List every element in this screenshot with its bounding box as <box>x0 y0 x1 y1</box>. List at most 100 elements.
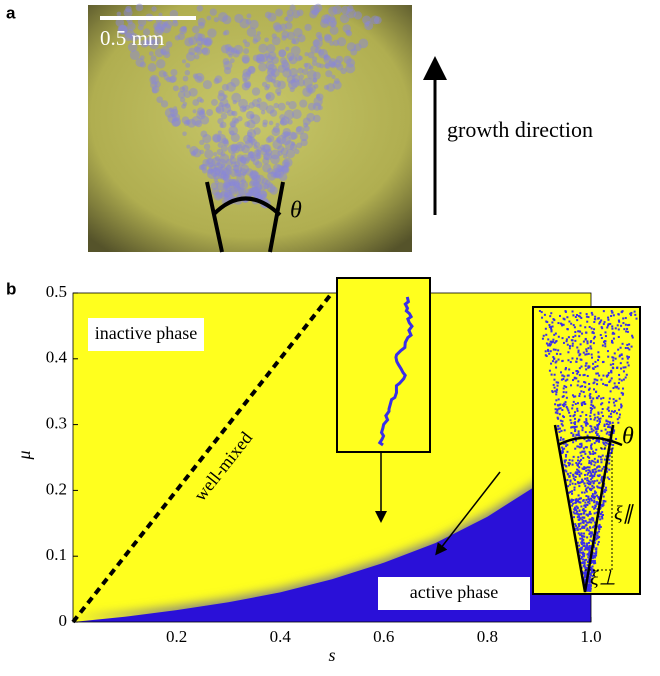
cone-cell <box>596 426 599 429</box>
cone-cell <box>584 326 587 329</box>
cell-cluster <box>251 87 261 96</box>
cone-cell <box>602 490 605 493</box>
cone-cell <box>575 509 578 512</box>
cell-cluster <box>196 5 204 12</box>
cell-cluster <box>285 46 290 52</box>
cell-cluster <box>153 22 161 30</box>
cell-cluster <box>226 82 236 92</box>
cone-cell <box>578 518 581 521</box>
cone-cell <box>577 459 580 462</box>
cell-cluster <box>318 49 325 56</box>
cone-cell <box>586 479 589 482</box>
cone-cell <box>579 385 582 388</box>
cone-cell <box>581 385 584 388</box>
cone-cell <box>585 424 588 427</box>
cone-cell <box>591 570 594 573</box>
cone-cell <box>613 410 616 413</box>
cone-cell <box>567 473 570 476</box>
cone-cell <box>584 505 587 508</box>
cone-cell <box>564 403 567 406</box>
cone-cell <box>586 588 589 591</box>
cone-cell <box>580 480 583 483</box>
cone-cell <box>599 321 602 324</box>
cone-cell <box>580 316 583 319</box>
cone-cell <box>579 315 582 318</box>
cone-cell <box>571 407 574 410</box>
cell-cluster <box>365 22 370 27</box>
cone-cell <box>605 419 608 422</box>
cell-cluster <box>246 13 252 19</box>
cone-cell <box>572 415 575 418</box>
cone-cell <box>593 442 596 445</box>
cell-cluster <box>311 60 318 67</box>
cone-cell <box>620 404 623 407</box>
cone-cell <box>606 431 609 434</box>
cell-cluster <box>194 46 199 51</box>
cell-cluster <box>259 182 268 191</box>
cone-cell <box>608 462 611 465</box>
cone-cell <box>601 514 604 517</box>
cone-cell <box>594 416 597 419</box>
cell-cluster <box>282 154 288 159</box>
cone-cell <box>622 392 625 395</box>
cone-cell <box>583 421 586 424</box>
cell-cluster <box>297 34 306 43</box>
cone-cell <box>628 323 631 326</box>
cone-cell <box>592 342 595 345</box>
cone-cell <box>587 546 590 549</box>
cone-cell <box>608 421 611 424</box>
cell-cluster <box>245 81 251 88</box>
cell-cluster <box>290 78 300 88</box>
cone-cell <box>580 444 583 447</box>
cell-cluster <box>266 43 276 54</box>
cell-cluster <box>217 118 224 125</box>
cone-cell <box>621 342 624 345</box>
cone-cell <box>553 373 556 376</box>
cone-cell <box>554 348 557 351</box>
cone-cell <box>596 543 599 546</box>
cone-cell <box>593 521 596 524</box>
cone-cell <box>618 397 621 400</box>
cone-cell <box>611 356 614 359</box>
cone-cell <box>591 484 594 487</box>
cone-cell <box>589 415 592 418</box>
cone-cell <box>584 338 587 341</box>
cone-cell <box>596 536 599 539</box>
cone-cell <box>558 430 561 433</box>
cone-cell <box>586 320 589 323</box>
cell-cluster <box>238 180 249 190</box>
cone-cell <box>626 357 629 360</box>
cone-cell <box>586 553 589 556</box>
cone-cell <box>585 419 588 422</box>
cone-cell <box>573 516 576 519</box>
cone-cell <box>585 418 588 421</box>
cone-cell <box>581 429 584 432</box>
cone-cell <box>601 475 604 478</box>
cell-cluster <box>207 168 214 175</box>
cone-cell <box>585 413 588 416</box>
cone-cell <box>597 497 600 500</box>
cone-cell <box>574 472 577 475</box>
cone-cell <box>612 337 615 340</box>
cone-cell <box>574 527 577 530</box>
cell-cluster <box>271 36 281 46</box>
cone-cell <box>589 589 592 592</box>
cone-cell <box>580 541 583 544</box>
cone-cell <box>552 348 555 351</box>
cell-cluster <box>289 4 296 11</box>
cone-cell <box>593 541 596 544</box>
cone-cell <box>595 511 598 514</box>
cone-cell <box>588 451 591 454</box>
cone-cell <box>584 524 587 527</box>
cone-cell <box>574 334 577 337</box>
cone-cell <box>613 429 616 432</box>
cone-cell <box>590 567 593 570</box>
cone-cell <box>585 494 588 497</box>
cone-cell <box>587 556 590 559</box>
cone-cell <box>594 495 597 498</box>
cell-cluster <box>252 180 260 187</box>
cone-cell <box>584 477 587 480</box>
cone-cell <box>579 443 582 446</box>
cone-cell <box>556 384 559 387</box>
